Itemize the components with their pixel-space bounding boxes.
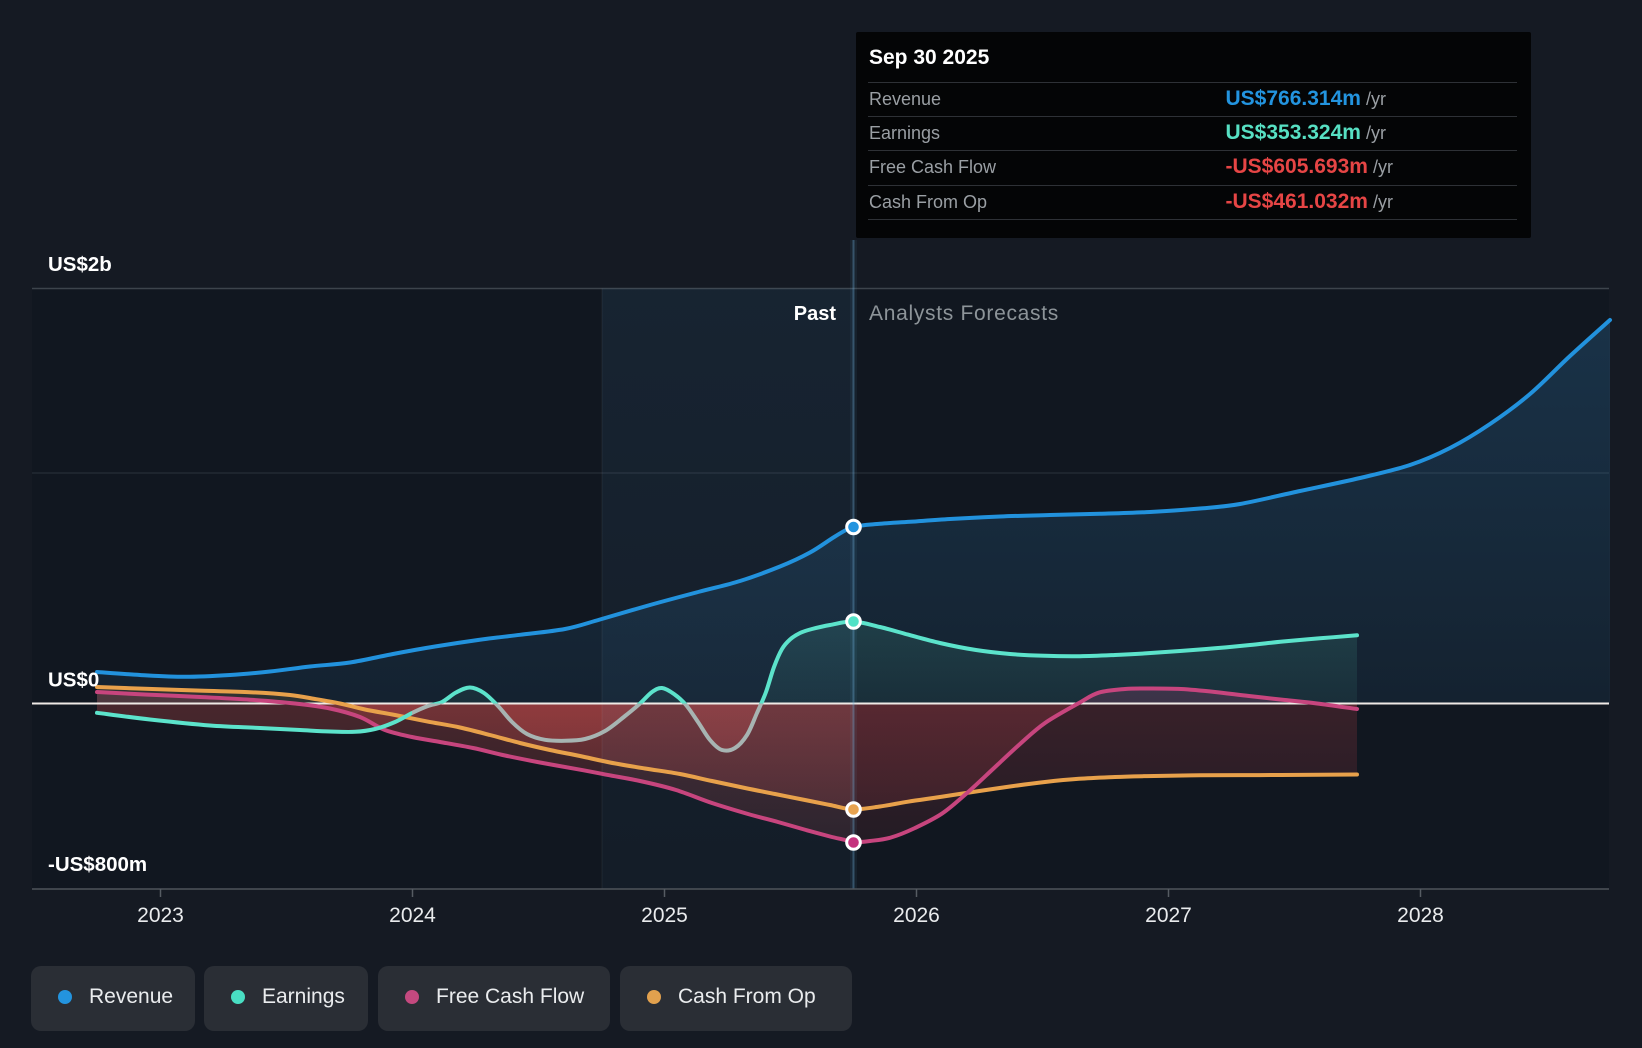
svg-text:2026: 2026 (893, 904, 940, 927)
svg-text:2028: 2028 (1397, 904, 1444, 927)
svg-text:Past: Past (794, 303, 837, 325)
svg-text:-US$800m: -US$800m (48, 853, 147, 876)
svg-text:2023: 2023 (137, 904, 184, 927)
svg-text:US$2b: US$2b (48, 253, 112, 276)
svg-text:2027: 2027 (1145, 904, 1192, 927)
svg-text:Analysts Forecasts: Analysts Forecasts (869, 302, 1059, 325)
svg-text:2025: 2025 (641, 904, 688, 927)
svg-text:2024: 2024 (389, 904, 436, 927)
svg-text:US$0: US$0 (48, 669, 99, 692)
